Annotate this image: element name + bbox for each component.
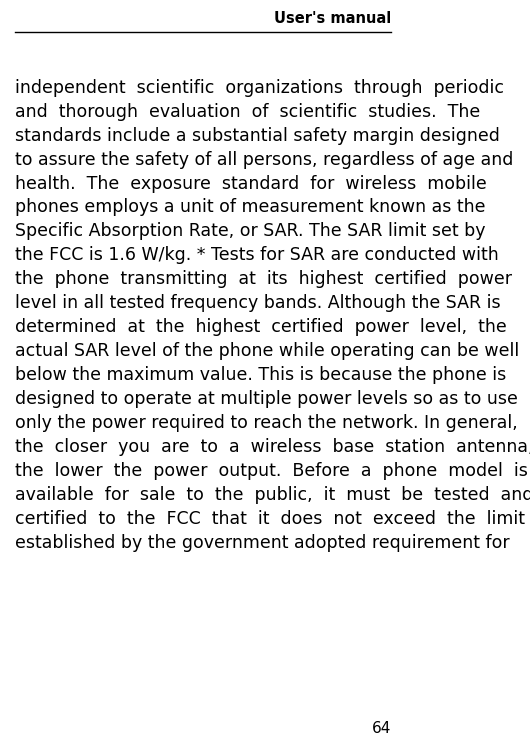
Text: designed to operate at multiple power levels so as to use: designed to operate at multiple power le… [15, 390, 518, 408]
Text: established by the government adopted requirement for: established by the government adopted re… [15, 534, 510, 552]
Text: determined  at  the  highest  certified  power  level,  the: determined at the highest certified powe… [15, 318, 507, 336]
Text: level in all tested frequency bands. Although the SAR is: level in all tested frequency bands. Alt… [15, 294, 501, 312]
Text: available  for  sale  to  the  public,  it  must  be  tested  and: available for sale to the public, it mus… [15, 486, 530, 504]
Text: the  closer  you  are  to  a  wireless  base  station  antenna,: the closer you are to a wireless base st… [15, 438, 530, 456]
Text: the FCC is 1.6 W/kg. * Tests for SAR are conducted with: the FCC is 1.6 W/kg. * Tests for SAR are… [15, 246, 499, 264]
Text: standards include a substantial safety margin designed: standards include a substantial safety m… [15, 127, 500, 145]
Text: phones employs a unit of measurement known as the: phones employs a unit of measurement kno… [15, 198, 486, 216]
Text: to assure the safety of all persons, regardless of age and: to assure the safety of all persons, reg… [15, 151, 514, 169]
Text: only the power required to reach the network. In general,: only the power required to reach the net… [15, 414, 518, 432]
Text: independent  scientific  organizations  through  periodic: independent scientific organizations thr… [15, 79, 505, 97]
Text: 64: 64 [372, 721, 391, 736]
Text: health.  The  exposure  standard  for  wireless  mobile: health. The exposure standard for wirele… [15, 175, 487, 192]
Text: and  thorough  evaluation  of  scientific  studies.  The: and thorough evaluation of scientific st… [15, 103, 481, 121]
Text: certified  to  the  FCC  that  it  does  not  exceed  the  limit: certified to the FCC that it does not ex… [15, 510, 525, 528]
Text: the  lower  the  power  output.  Before  a  phone  model  is: the lower the power output. Before a pho… [15, 462, 528, 480]
Text: Specific Absorption Rate, or SAR. The SAR limit set by: Specific Absorption Rate, or SAR. The SA… [15, 222, 486, 240]
Text: the  phone  transmitting  at  its  highest  certified  power: the phone transmitting at its highest ce… [15, 270, 513, 288]
Text: User's manual: User's manual [274, 11, 391, 26]
Text: below the maximum value. This is because the phone is: below the maximum value. This is because… [15, 366, 507, 384]
Text: actual SAR level of the phone while operating can be well: actual SAR level of the phone while oper… [15, 342, 520, 360]
